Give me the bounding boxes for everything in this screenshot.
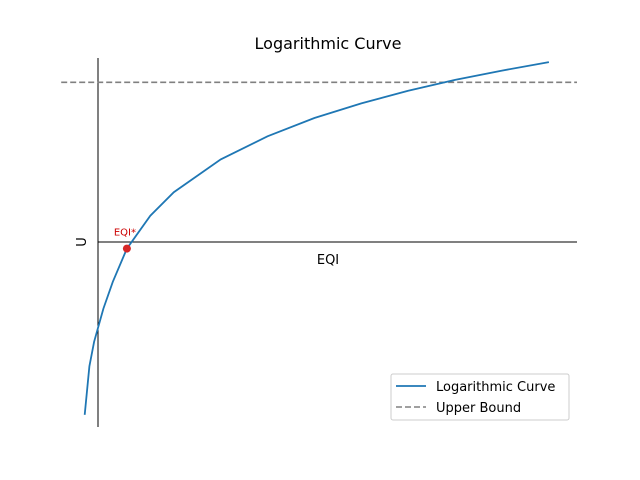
eqi-star-label: EQI* bbox=[114, 228, 136, 239]
legend-label-upper-bound: Upper Bound bbox=[436, 401, 521, 416]
log-curve-line bbox=[83, 61, 550, 415]
legend-box bbox=[390, 373, 570, 421]
legend: Logarithmic Curve Upper Bound bbox=[390, 373, 570, 421]
x-axis-label: EQI bbox=[317, 253, 339, 268]
y-axis-label: U bbox=[75, 237, 90, 247]
eqi-star-point bbox=[122, 244, 131, 253]
legend-label-log-curve: Logarithmic Curve bbox=[436, 380, 555, 395]
chart-title: Logarithmic Curve bbox=[255, 34, 402, 53]
